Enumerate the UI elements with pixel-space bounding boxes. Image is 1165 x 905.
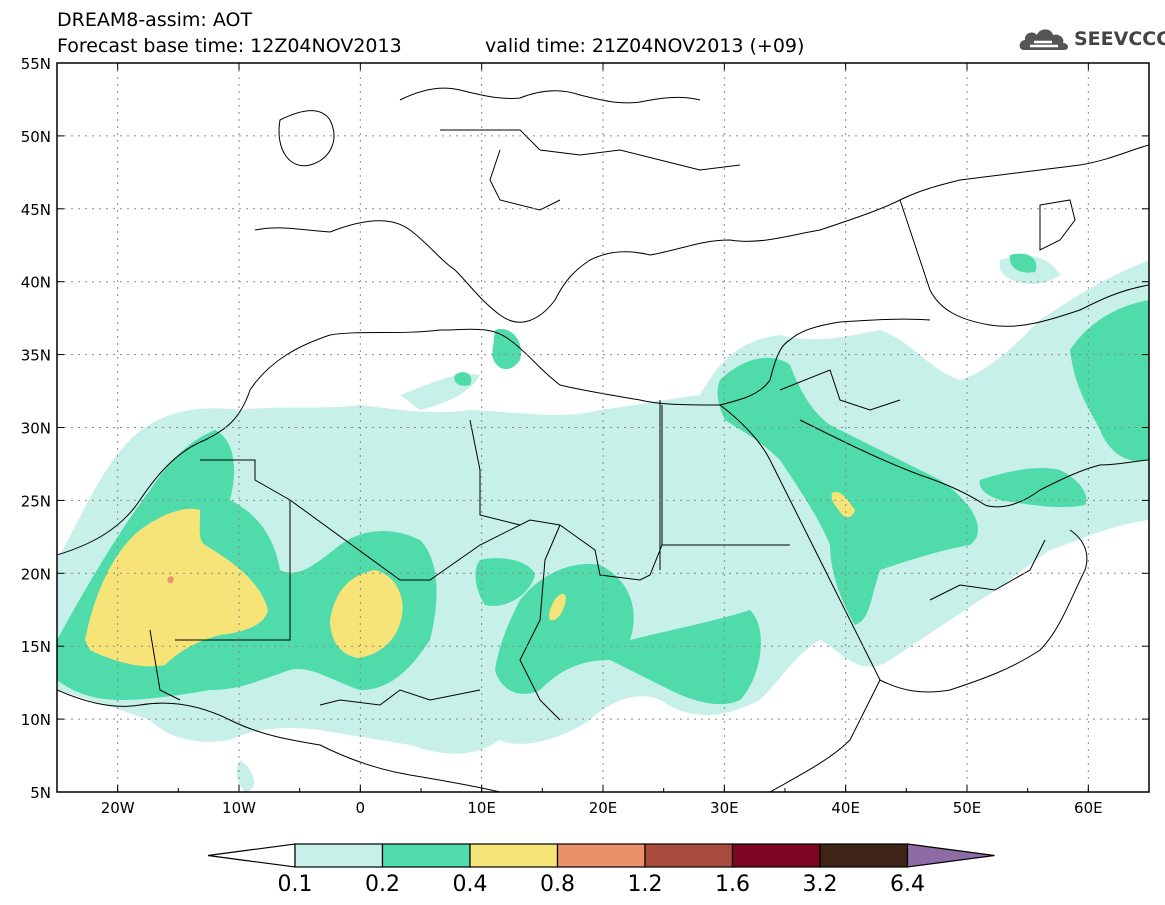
lat-label: 5N <box>30 784 51 802</box>
lat-label: 20N <box>21 565 51 583</box>
lat-label: 40N <box>21 274 51 292</box>
colorbar-label: 0.1 <box>278 872 313 897</box>
lat-label: 25N <box>21 492 51 510</box>
lat-label: 50N <box>21 128 51 146</box>
lon-label: 30E <box>710 799 739 817</box>
longitude-labels: 20W 10W 0 10E 20E 30E 40E 50E 60E <box>101 799 1103 817</box>
lon-label: 50E <box>953 799 982 817</box>
colorbar-label: 0.4 <box>453 872 488 897</box>
colorbar-label: 0.8 <box>540 872 575 897</box>
logo-text: SEEVCCC <box>1074 28 1165 50</box>
colorbar-label: 0.2 <box>365 872 400 897</box>
lon-label: 20E <box>589 799 618 817</box>
lat-label: 35N <box>21 347 51 365</box>
aot-band-0.4 <box>85 491 855 667</box>
colorbar-arrow-high <box>906 843 995 868</box>
colorbar-swatch <box>731 843 821 868</box>
lat-label: 55N <box>21 55 51 73</box>
colorbar-swatch <box>819 843 909 868</box>
colorbar-label: 1.2 <box>628 872 663 897</box>
seevccc-logo: SEEVCCC <box>1018 24 1165 54</box>
axis-ticks <box>56 62 1150 793</box>
colorbar-swatch <box>556 843 646 868</box>
forecast-base-time: Forecast base time: 12Z04NOV2013 <box>57 35 402 57</box>
lon-label: 10W <box>222 799 256 817</box>
graticule <box>57 63 1149 792</box>
colorbar-label: 3.2 <box>803 872 838 897</box>
colorbar-swatch <box>381 843 471 868</box>
lon-label: 60E <box>1074 799 1103 817</box>
lat-label: 45N <box>21 201 51 219</box>
lat-label: 30N <box>21 420 51 438</box>
map-title: DREAM8-assim: AOT <box>57 9 253 31</box>
coastlines-borders <box>57 87 1149 792</box>
lon-label: 40E <box>831 799 860 817</box>
colorbar-swatch <box>469 843 559 868</box>
colorbar-swatch <box>644 843 734 868</box>
colorbar: 0.1 0.2 0.4 0.8 1.2 1.6 3.2 6.4 <box>207 843 995 897</box>
colorbar-arrow-low <box>207 843 296 868</box>
cloud-icon <box>1019 29 1069 50</box>
lat-label: 15N <box>21 638 51 656</box>
lon-label: 20W <box>101 799 135 817</box>
lon-label: 10E <box>467 799 496 817</box>
latitude-labels: 55N 50N 45N 40N 35N 30N 25N 20N 15N 10N 5N <box>21 55 51 802</box>
valid-time: valid time: 21Z04NOV2013 (+09) <box>485 35 805 57</box>
colorbar-label: 6.4 <box>890 872 925 897</box>
colorbar-swatch <box>294 843 384 868</box>
lon-label: 0 <box>356 799 366 817</box>
aot-contours <box>57 253 1149 792</box>
colorbar-label: 1.6 <box>715 872 750 897</box>
lat-label: 10N <box>21 711 51 729</box>
